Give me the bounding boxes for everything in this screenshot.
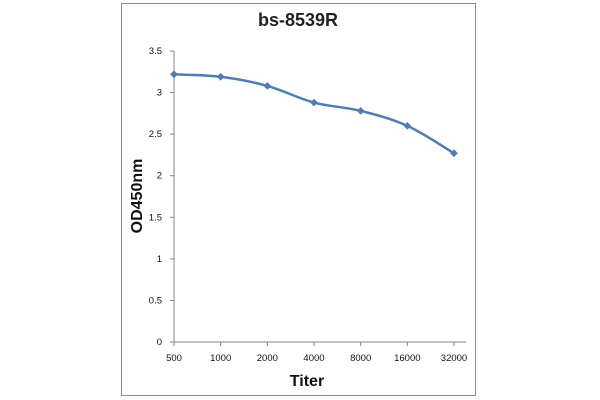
x-tick-label: 8000 xyxy=(350,353,371,364)
y-tick-label: 1.5 xyxy=(149,212,162,223)
data-point-marker xyxy=(310,98,318,107)
y-tick-label: 0.5 xyxy=(149,295,162,306)
data-point-marker xyxy=(450,149,458,158)
x-tick-label: 16000 xyxy=(394,353,420,364)
data-point-marker xyxy=(170,70,178,79)
series-group xyxy=(170,70,458,158)
x-tick-group: 500 1000 2000 4000 8000 16000 32000 xyxy=(166,342,467,364)
x-tick-label: 1000 xyxy=(210,353,231,364)
x-tick-label: 4000 xyxy=(303,353,324,364)
y-tick-label: 2 xyxy=(157,171,162,182)
data-point-marker xyxy=(263,81,272,90)
y-tick-label: 2.5 xyxy=(149,129,162,140)
y-tick-label: 1 xyxy=(157,254,162,265)
data-point-marker xyxy=(403,121,412,130)
x-tick-label: 32000 xyxy=(441,353,467,364)
data-point-marker xyxy=(216,72,225,81)
series-line xyxy=(172,73,456,155)
x-tick-label: 2000 xyxy=(257,353,278,364)
x-tick-label: 500 xyxy=(166,353,182,364)
y-tick-label: 0 xyxy=(157,337,162,348)
y-tick-group: 0 0.5 1 1.5 2 2.5 3 3.5 xyxy=(149,46,174,348)
data-point-marker xyxy=(356,106,365,115)
chart-frame xyxy=(121,3,476,396)
y-tick-label: 3.5 xyxy=(149,46,162,57)
x-axis-label: Titer xyxy=(290,373,324,390)
y-axis-label: OD450nm xyxy=(129,159,146,234)
y-tick-label: 3 xyxy=(157,88,162,99)
chart-title: bs-8539R xyxy=(258,10,338,30)
